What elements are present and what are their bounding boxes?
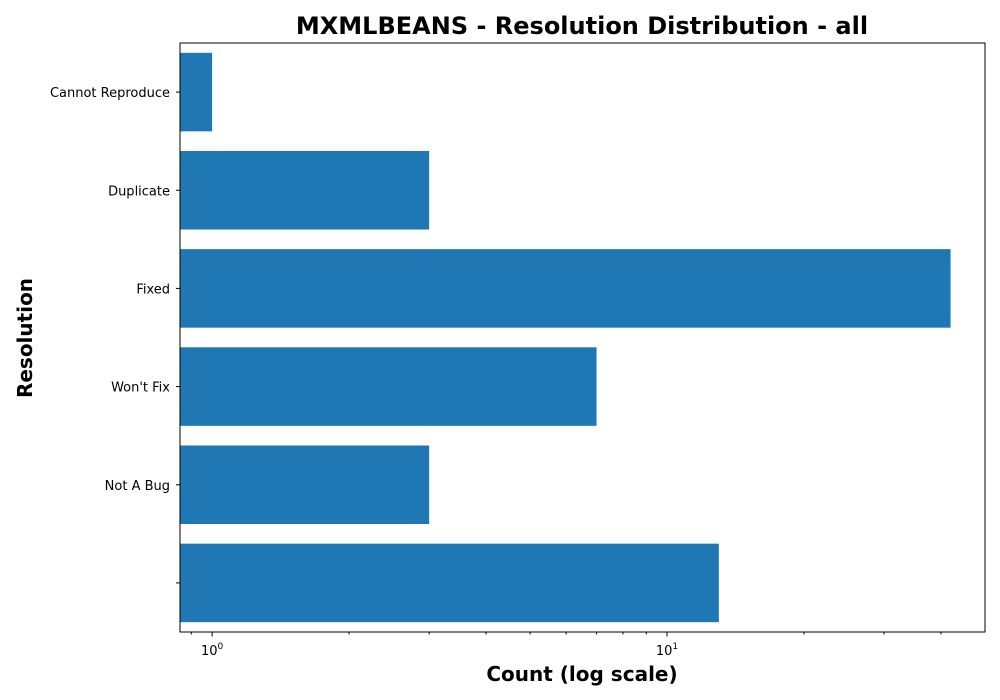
bar <box>180 445 430 525</box>
y-axis-label: Resolution <box>13 278 37 398</box>
bar <box>180 347 597 426</box>
x-tick-base: 10 <box>656 644 673 659</box>
y-tick-label: Fixed <box>136 282 170 297</box>
bar <box>180 543 719 623</box>
y-tick-label: Not A Bug <box>105 479 170 494</box>
x-axis-ticks: 100 101 <box>190 632 942 659</box>
x-axis-label: Count (log scale) <box>486 662 677 686</box>
x-tick-label: 100 <box>201 642 224 659</box>
y-axis-ticks: Cannot Reproduce Duplicate Fixed Won't Fix N… <box>50 86 180 584</box>
chart-title: MXMLBEANS - Resolution Distribution - al… <box>296 12 868 40</box>
plot-area-frame <box>179 42 986 633</box>
bars-group <box>180 52 951 623</box>
x-tick-exponent: 1 <box>672 642 678 652</box>
y-tick-label: Duplicate <box>108 184 170 199</box>
x-tick-exponent: 0 <box>218 642 224 652</box>
y-tick-label: Cannot Reproduce <box>50 86 170 101</box>
bar <box>180 150 430 230</box>
bar <box>180 249 951 328</box>
x-tick-label: 101 <box>656 642 678 659</box>
x-tick-base: 10 <box>201 644 218 659</box>
y-tick-label: Won't Fix <box>111 381 170 396</box>
bar <box>180 52 213 132</box>
